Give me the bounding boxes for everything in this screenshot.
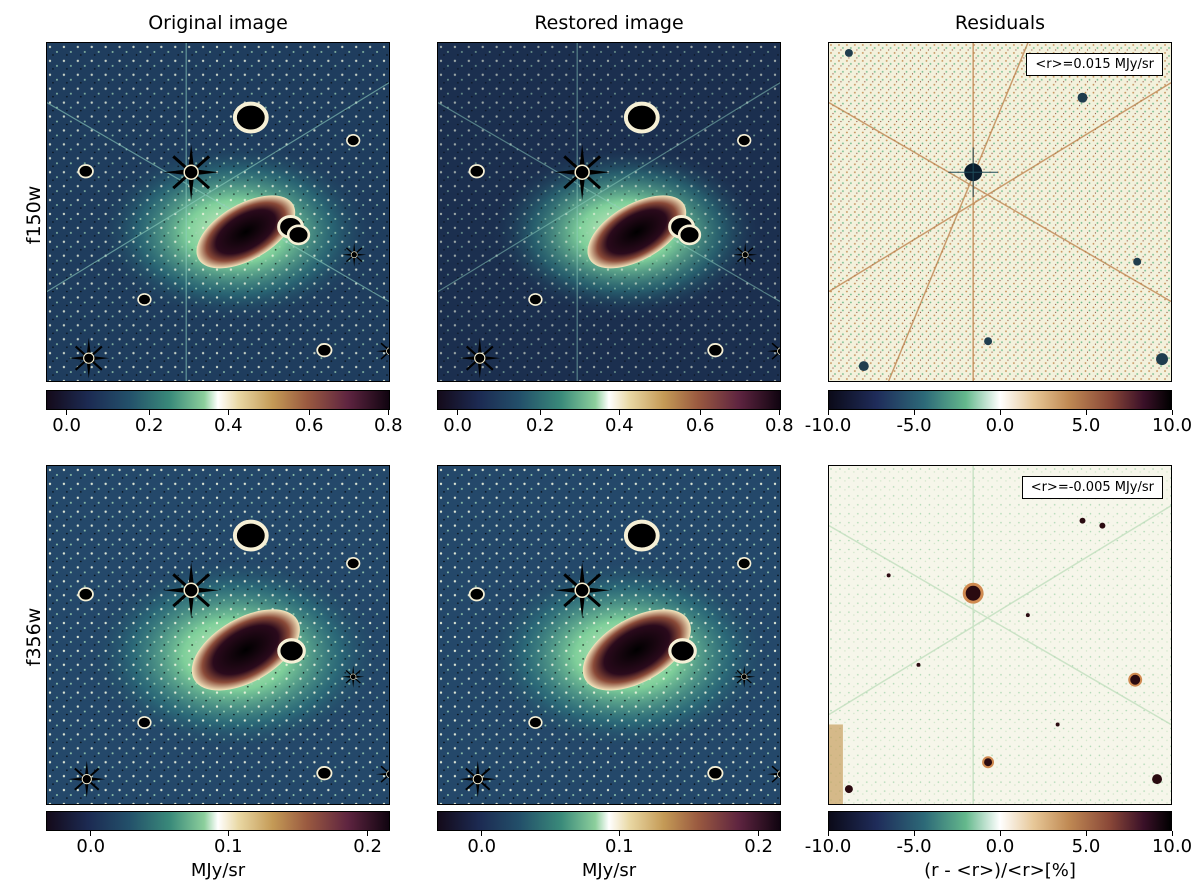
colorbar-tick-mark-f150w-residuals (1171, 410, 1173, 415)
colorbar-tick-label-f356w-original: 0.0 (76, 836, 106, 857)
colorbar-tick-mark-f356w-original (367, 831, 369, 836)
colorbar-tick-mark-f356w-residuals (827, 831, 829, 836)
panel-f356w-original (46, 465, 390, 805)
panel-f150w-original (46, 42, 390, 382)
panel-f356w-residuals: <r>=-0.005 MJy/sr (828, 465, 1172, 805)
colorbar-tick-mark-f356w-original (227, 831, 229, 836)
colorbar-tick-mark-f150w-residuals (999, 410, 1001, 415)
colorbar-tick-label-f356w-residuals: 5.0 (1071, 836, 1101, 857)
colorbar-label-residuals: (r - <r>)/<r>[%] (924, 860, 1076, 881)
colorbar-tick-mark-f150w-restored (618, 410, 620, 415)
colorbar-tick-mark-f150w-original (227, 410, 229, 415)
column-title-residuals: Residuals (954, 12, 1046, 34)
colorbar-tick-label-f150w-restored: 0.4 (604, 415, 634, 436)
colorbar-tick-label-f356w-residuals: 0.0 (985, 836, 1015, 857)
colorbar-label-original: MJy/sr (190, 860, 246, 881)
colorbar-tick-label-f150w-restored: 0.8 (764, 415, 794, 436)
colorbar-tick-label-f150w-restored: 0.6 (685, 415, 715, 436)
colorbar-tick-label-f150w-residuals: 5.0 (1071, 415, 1101, 436)
colorbar-tick-mark-f150w-original (308, 410, 310, 415)
colorbar-label-restored: MJy/sr (581, 860, 637, 881)
colorbar-tick-mark-f356w-residuals (1085, 831, 1087, 836)
panel-f150w-restored (437, 42, 781, 382)
image-f356w-residuals (829, 466, 1171, 804)
colorbar-tick-label-f356w-residuals: -5.0 (896, 836, 932, 857)
image-f150w-restored (438, 43, 780, 381)
colorbar-tick-mark-f150w-restored (778, 410, 780, 415)
colorbar-tick-mark-f356w-residuals (913, 831, 915, 836)
colorbar-f356w-original (46, 811, 390, 831)
colorbar-tick-label-f150w-original: 0.2 (134, 415, 164, 436)
colorbar-f356w-residuals (828, 811, 1172, 831)
colorbar-tick-label-f356w-residuals: -10.0 (804, 836, 852, 857)
row-label-f150w: f150w (23, 185, 45, 245)
colorbar-tick-label-f150w-original: 0.8 (373, 415, 403, 436)
colorbar-f356w-restored (437, 811, 781, 831)
colorbar-tick-label-f150w-original: 0.0 (52, 415, 81, 436)
colorbar-tick-mark-f356w-restored (758, 831, 760, 836)
colorbar-tick-mark-f356w-restored (481, 831, 483, 836)
colorbar-tick-label-f150w-restored: 0.2 (525, 415, 555, 436)
colorbar-tick-mark-f150w-residuals (913, 410, 915, 415)
colorbar-f150w-residuals (828, 390, 1172, 410)
colorbar-f150w-restored (437, 390, 781, 410)
colorbar-tick-mark-f150w-restored (699, 410, 701, 415)
colorbar-tick-mark-f356w-residuals (999, 831, 1001, 836)
colorbar-tick-label-f150w-residuals: -10.0 (804, 415, 852, 436)
colorbar-tick-label-f356w-original: 0.2 (353, 836, 382, 857)
colorbar-tick-mark-f150w-original (66, 410, 68, 415)
residual-annotation-f356w: <r>=-0.005 MJy/sr (1021, 476, 1163, 499)
colorbar-tick-label-f356w-restored: 0.0 (467, 836, 497, 857)
colorbar-tick-label-f356w-restored: 0.1 (604, 836, 634, 857)
colorbar-tick-mark-f150w-residuals (1085, 410, 1087, 415)
colorbar-tick-label-f150w-restored: 0.0 (443, 415, 472, 436)
colorbar-tick-label-f356w-residuals: 10.0 (1151, 836, 1193, 857)
colorbar-tick-mark-f150w-original (387, 410, 389, 415)
colorbar-f150w-original (46, 390, 390, 410)
colorbar-tick-label-f356w-restored: 0.2 (744, 836, 773, 857)
colorbar-tick-mark-f150w-restored (457, 410, 459, 415)
image-f150w-residuals (829, 43, 1171, 381)
colorbar-tick-mark-f356w-residuals (1171, 831, 1173, 836)
column-title-original: Original image (148, 12, 288, 34)
colorbar-tick-label-f150w-residuals: 0.0 (985, 415, 1015, 436)
residual-annotation-f150w: <r>=0.015 MJy/sr (1026, 53, 1163, 76)
colorbar-tick-mark-f356w-restored (618, 831, 620, 836)
colorbar-tick-mark-f150w-restored (539, 410, 541, 415)
colorbar-tick-label-f356w-original: 0.1 (213, 836, 243, 857)
row-label-f356w: f356w (23, 607, 45, 667)
colorbar-tick-mark-f150w-original (148, 410, 150, 415)
colorbar-tick-label-f150w-original: 0.4 (213, 415, 243, 436)
colorbar-tick-label-f150w-residuals: 10.0 (1151, 415, 1193, 436)
image-f356w-original (47, 466, 389, 804)
colorbar-tick-mark-f356w-original (90, 831, 92, 836)
column-title-restored: Restored image (534, 12, 684, 34)
panel-f356w-restored (437, 465, 781, 805)
image-f150w-original (47, 43, 389, 381)
colorbar-tick-mark-f150w-residuals (827, 410, 829, 415)
image-f356w-restored (438, 466, 780, 804)
colorbar-tick-label-f150w-original: 0.6 (294, 415, 324, 436)
colorbar-tick-label-f150w-residuals: -5.0 (896, 415, 932, 436)
panel-f150w-residuals: <r>=0.015 MJy/sr (828, 42, 1172, 382)
